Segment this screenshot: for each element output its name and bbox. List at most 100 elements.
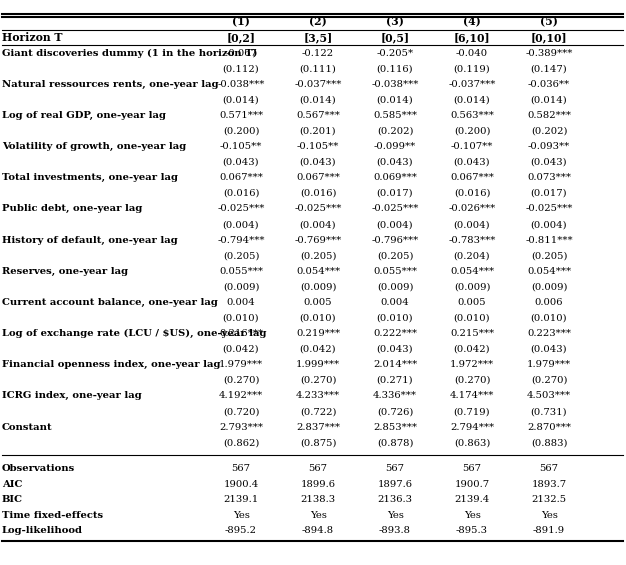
Text: (0.116): (0.116) (377, 64, 413, 73)
Text: 0.054***: 0.054*** (527, 267, 571, 276)
Text: -893.8: -893.8 (379, 527, 411, 535)
Text: [3,5]: [3,5] (304, 32, 332, 43)
Text: 2.837***: 2.837*** (296, 423, 340, 432)
Text: (0.731): (0.731) (531, 407, 567, 416)
Text: (0.719): (0.719) (454, 407, 490, 416)
Text: 567: 567 (232, 464, 250, 473)
Text: 567: 567 (386, 464, 404, 473)
Text: Volatility of growth, one-year lag: Volatility of growth, one-year lag (2, 142, 186, 151)
Text: Log-likelihood: Log-likelihood (2, 527, 83, 535)
Text: [0,10]: [0,10] (531, 32, 567, 43)
Text: (0.202): (0.202) (531, 127, 567, 136)
Text: (0.119): (0.119) (454, 64, 490, 73)
Text: (0.010): (0.010) (454, 314, 490, 323)
Text: Yes: Yes (541, 511, 557, 520)
Text: 0.054***: 0.054*** (450, 267, 494, 276)
Text: (0.009): (0.009) (300, 282, 336, 292)
Text: (0.004): (0.004) (377, 220, 413, 229)
Text: 2.870***: 2.870*** (527, 423, 571, 432)
Text: -0.107**: -0.107** (451, 142, 493, 151)
Text: (0.271): (0.271) (377, 376, 413, 385)
Text: 1897.6: 1897.6 (377, 480, 413, 489)
Text: -0.026***: -0.026*** (448, 205, 496, 214)
Text: (0.004): (0.004) (454, 220, 490, 229)
Text: 0.571***: 0.571*** (219, 111, 263, 120)
Text: Yes: Yes (387, 511, 403, 520)
Text: 0.067***: 0.067*** (296, 173, 340, 182)
Text: (0.016): (0.016) (223, 189, 259, 198)
Text: -0.783***: -0.783*** (448, 236, 496, 245)
Text: -0.025***: -0.025*** (217, 205, 265, 214)
Text: 0.582***: 0.582*** (527, 111, 571, 120)
Text: (0.205): (0.205) (300, 251, 336, 260)
Text: -0.794***: -0.794*** (217, 236, 265, 245)
Text: ICRG index, one-year lag: ICRG index, one-year lag (2, 392, 141, 401)
Text: 4.192***: 4.192*** (219, 392, 263, 401)
Text: 1900.4: 1900.4 (223, 480, 259, 489)
Text: -0.036**: -0.036** (528, 80, 570, 89)
Text: Horizon T: Horizon T (2, 32, 63, 43)
Text: -0.038***: -0.038*** (217, 80, 265, 89)
Text: (0.016): (0.016) (454, 189, 490, 198)
Text: (0.042): (0.042) (300, 345, 336, 354)
Text: Observations: Observations (2, 464, 75, 473)
Text: -0.025***: -0.025*** (525, 205, 573, 214)
Text: Time fixed-effects: Time fixed-effects (2, 511, 103, 520)
Text: 0.069***: 0.069*** (373, 173, 417, 182)
Text: 4.233***: 4.233*** (296, 392, 340, 401)
Text: 4.503***: 4.503*** (527, 392, 571, 401)
Text: (0.200): (0.200) (454, 127, 490, 136)
Text: (0.112): (0.112) (223, 64, 259, 73)
Text: (0.010): (0.010) (223, 314, 259, 323)
Text: 1.999***: 1.999*** (296, 360, 340, 370)
Text: -0.067: -0.067 (225, 49, 257, 58)
Text: 0.563***: 0.563*** (450, 111, 494, 120)
Text: [0,5]: [0,5] (381, 32, 409, 43)
Text: -0.037***: -0.037*** (294, 80, 342, 89)
Text: -0.037***: -0.037*** (448, 80, 496, 89)
Text: (0.010): (0.010) (377, 314, 413, 323)
Text: (0.147): (0.147) (531, 64, 567, 73)
Text: (0.009): (0.009) (223, 282, 259, 292)
Text: (0.726): (0.726) (377, 407, 413, 416)
Text: Yes: Yes (464, 511, 480, 520)
Text: (0.043): (0.043) (531, 158, 567, 167)
Text: (0.270): (0.270) (531, 376, 567, 385)
Text: 2138.3: 2138.3 (300, 495, 336, 504)
Text: Current account balance, one-year lag: Current account balance, one-year lag (2, 298, 218, 307)
Text: (0.202): (0.202) (377, 127, 413, 136)
Text: 0.215***: 0.215*** (450, 329, 494, 338)
Text: Natural ressources rents, one-year lag: Natural ressources rents, one-year lag (2, 80, 218, 89)
Text: (0.017): (0.017) (377, 189, 413, 198)
Text: 2.014***: 2.014*** (373, 360, 417, 370)
Text: (0.043): (0.043) (223, 158, 259, 167)
Text: Constant: Constant (2, 423, 53, 432)
Text: (0.043): (0.043) (300, 158, 336, 167)
Text: Yes: Yes (310, 511, 326, 520)
Text: (0.722): (0.722) (300, 407, 336, 416)
Text: (0.004): (0.004) (223, 220, 259, 229)
Text: (0.201): (0.201) (300, 127, 336, 136)
Text: (0.862): (0.862) (223, 438, 259, 447)
Text: BIC: BIC (2, 495, 23, 504)
Text: 2136.3: 2136.3 (377, 495, 413, 504)
Text: (2): (2) (309, 16, 327, 28)
Text: -891.9: -891.9 (533, 527, 565, 535)
Text: 0.567***: 0.567*** (296, 111, 340, 120)
Text: 0.223***: 0.223*** (527, 329, 571, 338)
Text: 0.067***: 0.067*** (219, 173, 263, 182)
Text: 0.055***: 0.055*** (219, 267, 263, 276)
Text: (0.004): (0.004) (300, 220, 336, 229)
Text: -0.796***: -0.796*** (371, 236, 419, 245)
Text: -0.040: -0.040 (456, 49, 488, 58)
Text: (0.009): (0.009) (454, 282, 490, 292)
Text: (0.863): (0.863) (454, 438, 490, 447)
Text: (0.014): (0.014) (300, 95, 336, 105)
Text: [0,2]: [0,2] (227, 32, 255, 43)
Text: (0.004): (0.004) (531, 220, 567, 229)
Text: Giant discoveries dummy (1 in the horizon T): Giant discoveries dummy (1 in the horizo… (2, 49, 257, 58)
Text: (0.205): (0.205) (531, 251, 567, 260)
Text: 2132.5: 2132.5 (531, 495, 567, 504)
Text: 2.793***: 2.793*** (219, 423, 263, 432)
Text: 0.073***: 0.073*** (527, 173, 571, 182)
